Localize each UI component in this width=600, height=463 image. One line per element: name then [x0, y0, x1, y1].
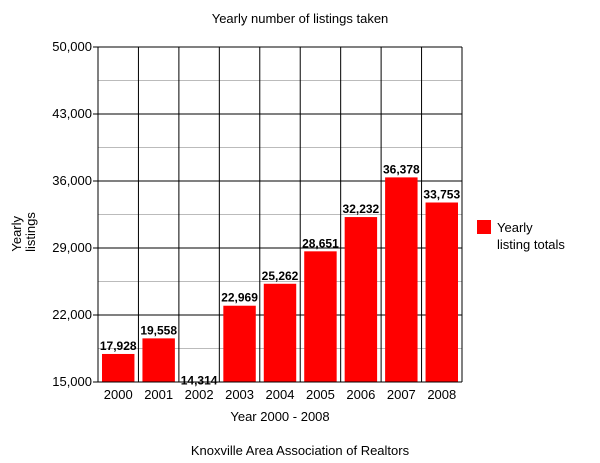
bars	[102, 177, 458, 382]
data-label: 22,969	[221, 291, 258, 305]
y-tick-label: 36,000	[52, 173, 92, 188]
data-label: 28,651	[302, 236, 339, 250]
y-tick-label: 29,000	[52, 240, 92, 255]
data-label: 14,314	[181, 374, 218, 388]
axes: 15,000 22,000 29,000 36,000 43,000 50,000 2000…	[52, 39, 462, 402]
bar	[344, 217, 378, 382]
x-tick-label: 2003	[225, 387, 254, 402]
x-tick-label: 2004	[266, 387, 295, 402]
x-tick-label: 2006	[346, 387, 375, 402]
bar	[385, 177, 418, 382]
y-axis-label-line-2: listings	[23, 212, 38, 252]
data-label: 19,558	[140, 323, 177, 337]
x-tick-label: 2001	[144, 387, 173, 402]
bar	[142, 338, 175, 382]
bar	[223, 305, 256, 382]
x-tick-label: 2002	[185, 387, 214, 402]
y-axis-label: Yearly listings	[9, 212, 38, 252]
y-tick-label: 22,000	[52, 307, 92, 322]
chart-title: Yearly number of listings taken	[212, 11, 389, 26]
legend-label-line-1: Yearly	[497, 220, 533, 235]
data-label: 32,232	[343, 202, 380, 216]
y-tick-label: 50,000	[52, 39, 92, 54]
x-tick-label: 2005	[306, 387, 335, 402]
x-tick-label: 2007	[387, 387, 416, 402]
legend-label-line-2: listing totals	[497, 237, 565, 252]
legend-label: Yearly listing totals	[497, 220, 565, 252]
data-label: 25,262	[262, 269, 299, 283]
data-label: 33,753	[423, 188, 460, 202]
bar	[304, 251, 337, 382]
bar	[425, 202, 458, 382]
data-label: 36,378	[383, 162, 420, 176]
bar	[102, 353, 135, 382]
y-tick-label: 43,000	[52, 106, 92, 121]
bar	[263, 283, 297, 382]
x-tick-label: 2000	[104, 387, 133, 402]
x-axis-label: Year 2000 - 2008	[230, 409, 329, 424]
x-tick-label: 2008	[427, 387, 456, 402]
y-axis-label-line-1: Yearly	[9, 215, 24, 251]
legend: Yearly listing totals	[477, 220, 565, 252]
legend-swatch	[477, 220, 491, 234]
y-tick-label: 15,000	[52, 374, 92, 389]
chart-footer: Knoxville Area Association of Realtors	[191, 443, 410, 458]
data-label: 17,928	[100, 339, 137, 353]
